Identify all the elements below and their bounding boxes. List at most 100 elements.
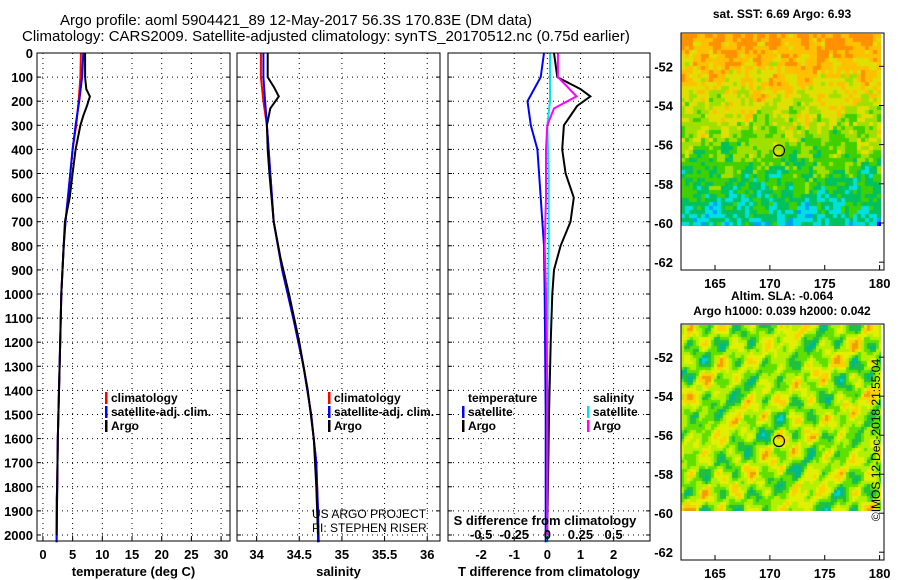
legend-label: salinity — [593, 391, 635, 405]
legend-label: satellite — [468, 405, 513, 419]
map-lat-label: -62 — [654, 255, 673, 270]
depth-tick-label: 1700 — [4, 456, 33, 471]
float-location-marker — [773, 436, 784, 447]
map-lat-label: -52 — [654, 350, 673, 365]
legend-swatch — [328, 392, 331, 404]
map-lat-label: -60 — [654, 506, 673, 521]
map-lat-label: -58 — [654, 467, 673, 482]
depth-tick-label: 2000 — [4, 528, 33, 543]
float-location-marker — [773, 145, 784, 156]
x-tick-label: -1 — [508, 547, 520, 562]
depth-tick-label: 100 — [11, 70, 33, 85]
legend-swatch — [328, 420, 331, 432]
depth-tick-label: 400 — [11, 142, 33, 157]
pi-label: PI: STEPHEN RISER — [312, 521, 427, 535]
map-lon-label: 170 — [759, 566, 781, 580]
x-tick-label: 35.5 — [372, 547, 397, 562]
depth-tick-label: 600 — [11, 191, 33, 206]
x2-tick-label: 0.25 — [568, 527, 593, 542]
x-tick-label: 15 — [125, 547, 139, 562]
legend-label: Argo — [334, 419, 362, 433]
map-lat-label: -54 — [654, 389, 674, 404]
depth-tick-label: 900 — [11, 263, 33, 278]
x-tick-label: 0 — [544, 547, 551, 562]
x-tick-label: 36 — [420, 547, 434, 562]
x-tick-label: 34.5 — [287, 547, 312, 562]
legend-label: temperature — [468, 391, 538, 405]
series-line-s-argo — [545, 53, 577, 535]
depth-tick-label: 1400 — [4, 383, 33, 398]
profile-panel-1: 34 34.5 35 35.5 36 salinity — [237, 53, 440, 579]
map-lon-label: 165 — [704, 566, 726, 580]
depth-tick-label: 1000 — [4, 287, 33, 302]
map-lat-label: -54 — [654, 98, 674, 113]
project-label: US ARGO PROJECT — [312, 507, 427, 521]
legend-label: satellite-adj. clim. — [111, 405, 211, 419]
plot-layer: 0 5 10 15 20 25 30temperature (deg C)34 34.5 35 3… — [0, 0, 900, 580]
x2-tick-label: -0.5 — [470, 527, 492, 542]
depth-tick-label: 1300 — [4, 359, 33, 374]
map-lat-label: -62 — [654, 545, 673, 560]
legend-swatch — [587, 420, 590, 432]
map-lon-label: 175 — [814, 566, 836, 580]
x-axis-label: salinity — [316, 564, 362, 579]
copyright-stamp: ©IMOS 12-Dec-2018 21:55:04 — [869, 359, 883, 521]
map-lat-label: -58 — [654, 177, 673, 192]
legend-swatch — [105, 392, 108, 404]
x-tick-label: 25 — [184, 547, 198, 562]
map-title: sat. SST: 6.69 Argo: 6.93 — [713, 7, 852, 21]
map-subtitle: Argo h1000: 0.039 h2000: 0.042 — [693, 304, 871, 318]
depth-tick-label: 300 — [11, 118, 33, 133]
legend-label: satellite — [593, 405, 638, 419]
argo-profile-figure: Argo profile: aoml 5904421_89 12-May-201… — [0, 0, 900, 580]
depth-tick-label: 1600 — [4, 432, 33, 447]
depth-tick-label: 800 — [11, 239, 33, 254]
depth-tick-label: 1800 — [4, 480, 33, 495]
x-tick-label: 34 — [249, 547, 264, 562]
series-line-t-satellite — [528, 53, 546, 542]
x-tick-label: 35 — [335, 547, 349, 562]
legend-swatch — [105, 420, 108, 432]
map-lon-label: 180 — [869, 276, 891, 291]
legend-label: climatology — [334, 391, 401, 405]
depth-tick-label: 500 — [11, 166, 33, 181]
depth-tick-label: 1900 — [4, 504, 33, 519]
legend-label: satellite-adj. clim. — [334, 405, 434, 419]
map-lat-label: -56 — [654, 428, 673, 443]
map-panel-0: 165 170 175 180 -52 -54 -56 -58 -60 -62 sat. SST: … — [654, 7, 890, 291]
map-lat-label: -56 — [654, 138, 673, 153]
depth-tick-label: 1200 — [4, 335, 33, 350]
depth-tick-label: 200 — [11, 94, 33, 109]
legend-label: climatology — [111, 391, 178, 405]
map-frame — [681, 33, 884, 270]
x-tick-label: -2 — [475, 547, 487, 562]
profile-panel-2: -2 -1 0 1 2 T difference from climatology -0.5… — [448, 53, 650, 579]
x-tick-label: 10 — [95, 547, 109, 562]
map-lon-label: 180 — [869, 566, 891, 580]
depth-tick-label: 700 — [11, 215, 33, 230]
depth-tick-label: 0 — [26, 46, 33, 61]
depth-tick-label: 1100 — [5, 311, 33, 326]
x-axis-label: T difference from climatology — [458, 564, 641, 579]
x2-axis-label: S difference from climatology — [454, 513, 638, 528]
legend-swatch — [587, 406, 590, 418]
legend-swatch — [105, 406, 108, 418]
x-tick-label: 20 — [154, 547, 168, 562]
legend-swatch — [462, 420, 465, 432]
plot-frame — [37, 53, 230, 541]
legend-label: Argo — [468, 419, 496, 433]
x-tick-label: 5 — [69, 547, 76, 562]
profile-panel-0: 0 5 10 15 20 25 30 temperature (deg C) — [37, 53, 230, 579]
map-frame — [681, 324, 884, 560]
x2-tick-label: 0.5 — [605, 527, 623, 542]
x-axis-label: temperature (deg C) — [72, 564, 196, 579]
x2-tick-label: -0.25 — [499, 527, 529, 542]
map-panel-1: 165 170 175 180 -52 -54 -56 -58 -60 -62 Altim. SLA… — [654, 289, 890, 580]
legend-label: Argo — [111, 419, 139, 433]
x-tick-label: 0 — [39, 547, 46, 562]
legend-label: Argo — [593, 419, 621, 433]
x-tick-label: 2 — [610, 547, 617, 562]
legend-swatch — [328, 406, 331, 418]
map-title: Altim. SLA: -0.064 — [731, 289, 833, 303]
x-tick-label: 1 — [577, 547, 584, 562]
